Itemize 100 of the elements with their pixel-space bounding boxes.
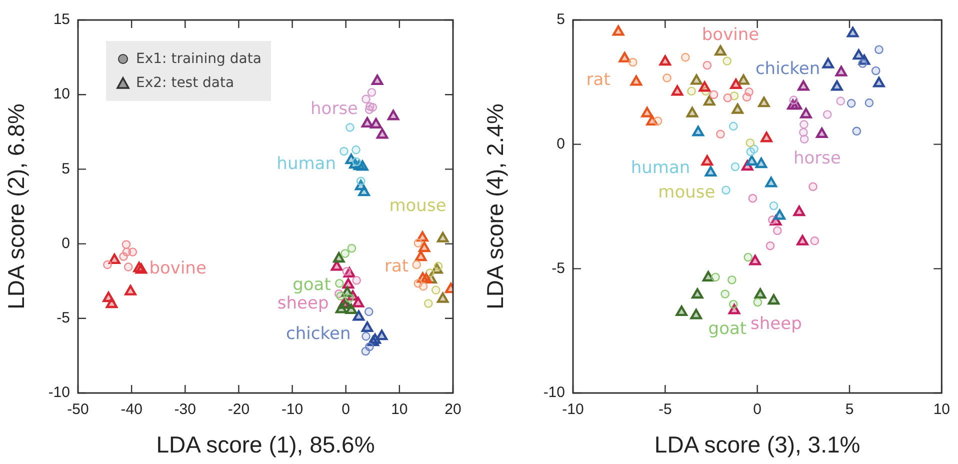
point	[760, 132, 772, 142]
point	[702, 271, 714, 282]
series-label: bovine	[702, 25, 760, 46]
point	[722, 56, 732, 66]
point	[692, 126, 704, 136]
point	[690, 308, 702, 320]
point	[704, 95, 716, 106]
point	[361, 322, 374, 332]
point	[728, 122, 738, 131]
point	[765, 176, 778, 188]
point	[424, 299, 433, 308]
point	[103, 260, 112, 270]
point	[414, 250, 427, 262]
point	[873, 76, 885, 88]
point	[361, 346, 370, 356]
series-label: sheep	[277, 294, 329, 314]
y-tick-label: -10	[543, 384, 565, 402]
y-tick-label: 5	[62, 160, 70, 178]
point	[874, 45, 884, 54]
point	[749, 254, 761, 266]
x-tick-label: 10	[933, 401, 950, 418]
x-tick-label: -10	[281, 401, 304, 418]
point	[835, 66, 848, 76]
point	[687, 86, 696, 96]
x-tick-label: 5	[845, 401, 854, 418]
point	[371, 74, 384, 86]
y-axis-title: LDA score (2), 6.8%	[3, 104, 30, 310]
series-label: chicken	[286, 324, 351, 344]
y-tick-label: -10	[48, 384, 70, 402]
x-axis-title: LDA score (3), 3.1%	[654, 432, 860, 458]
point	[340, 146, 348, 156]
point	[748, 194, 758, 203]
y-tick-label: -5	[56, 310, 70, 327]
y-tick-label: -5	[552, 260, 565, 277]
point	[754, 288, 766, 299]
point	[641, 106, 653, 118]
point	[352, 296, 364, 308]
point	[746, 155, 758, 166]
point	[698, 81, 710, 92]
point	[364, 105, 374, 114]
series-label: human	[276, 154, 336, 174]
x-tick-label: -30	[174, 401, 196, 418]
point	[119, 252, 128, 261]
point	[356, 160, 368, 171]
point	[864, 98, 874, 108]
point	[361, 117, 374, 128]
point	[431, 286, 440, 294]
text: mouse	[389, 196, 446, 216]
point	[370, 118, 382, 128]
point	[628, 58, 638, 67]
point	[702, 60, 712, 70]
y-tick-label: 5	[556, 11, 565, 28]
x-tick-label: -20	[228, 401, 250, 418]
point	[744, 252, 753, 262]
series-label: goat	[292, 275, 332, 295]
y-tick-label: 0	[556, 135, 565, 152]
point	[744, 87, 754, 96]
point	[122, 240, 131, 249]
point	[808, 182, 818, 192]
point	[768, 294, 780, 305]
point	[798, 80, 810, 91]
point	[686, 106, 698, 118]
text: sheep	[750, 314, 802, 334]
point	[342, 278, 354, 289]
point	[367, 88, 376, 97]
point	[106, 298, 118, 308]
point	[800, 120, 808, 129]
point	[738, 74, 750, 85]
point	[335, 278, 344, 288]
point	[414, 238, 423, 248]
point	[135, 263, 148, 274]
y-tick-label: 0	[62, 234, 70, 252]
point	[362, 332, 370, 341]
point	[346, 123, 354, 132]
point	[711, 272, 720, 282]
point	[340, 249, 350, 258]
point	[690, 74, 702, 85]
point	[681, 52, 690, 62]
point	[846, 98, 856, 108]
x-tick-label: -40	[120, 401, 142, 418]
point	[653, 116, 662, 126]
series-label: goat	[708, 318, 747, 339]
point	[336, 292, 345, 300]
point	[810, 236, 820, 246]
text: mouse	[658, 182, 716, 202]
point	[352, 276, 361, 285]
point	[750, 144, 758, 154]
x-tick-label: 0	[753, 401, 762, 418]
point	[108, 254, 120, 264]
x-tick-label: 20	[444, 401, 462, 418]
point	[701, 155, 714, 166]
point	[345, 304, 358, 314]
point	[716, 130, 725, 139]
point	[387, 110, 400, 120]
series-label: horse	[310, 98, 358, 119]
point	[800, 108, 812, 118]
point	[358, 186, 370, 196]
point	[796, 234, 808, 246]
point	[662, 74, 672, 82]
point	[376, 128, 388, 139]
